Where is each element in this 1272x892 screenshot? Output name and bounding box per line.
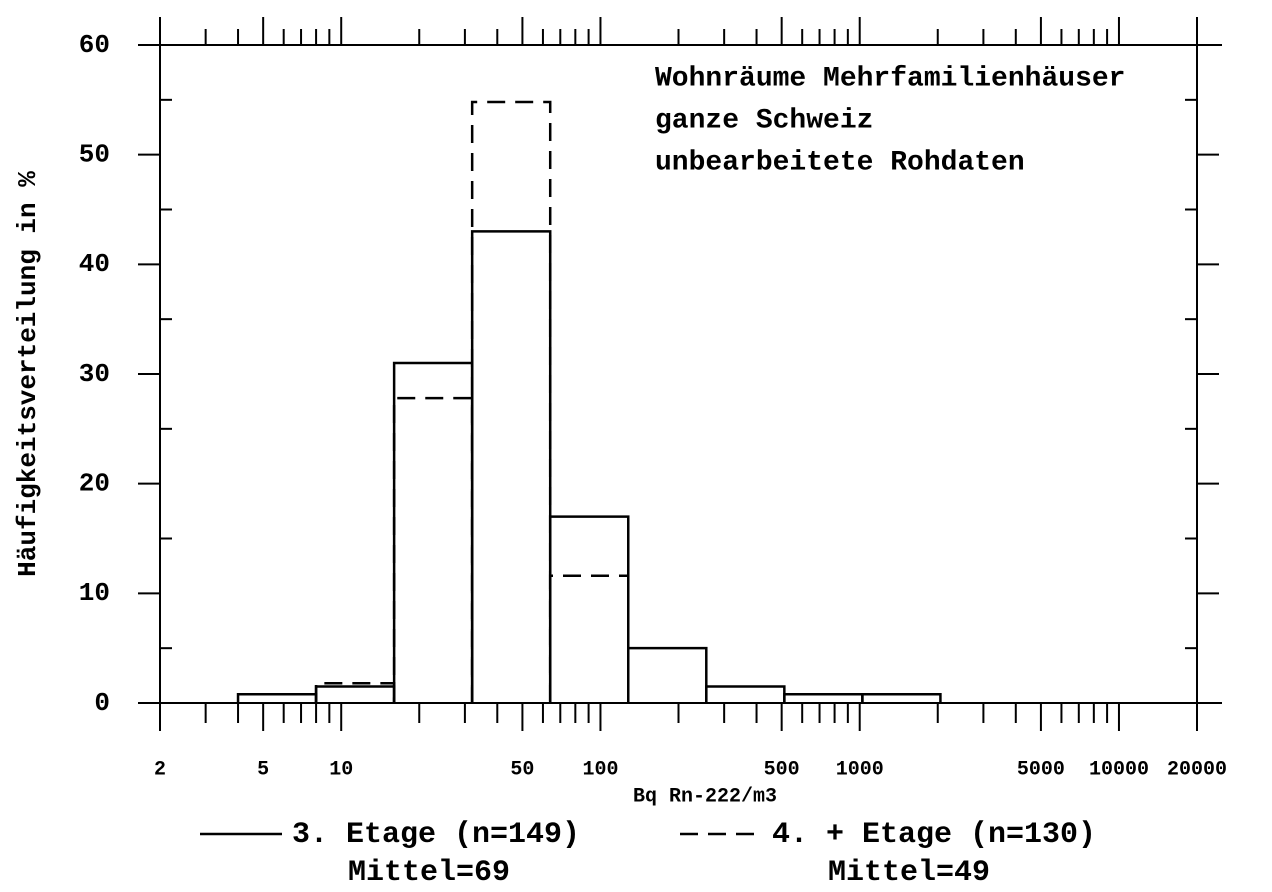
y-tick-label: 40 [79,249,110,279]
y-tick-label: 10 [79,578,110,608]
legend-sublabel: Mittel=69 [348,856,510,890]
annotation: ganze Schweiz [655,105,873,136]
x-tick-label: 5000 [1017,758,1065,781]
x-axis-label: Bq Rn-222/m3 [633,785,777,808]
histogram-bar [783,692,864,703]
x-tick-label: 2 [154,758,166,781]
histogram-bar [392,396,474,703]
x-tick-label: 500 [764,758,800,781]
histogram-bar [392,361,474,703]
histogram-bar [548,515,630,703]
x-tick-label: 1000 [836,758,884,781]
y-tick-label: 0 [94,688,110,718]
histogram-bar [314,682,396,703]
y-tick-label: 30 [79,359,110,389]
x-tick-label: 10000 [1089,758,1149,781]
histogram-bar [470,100,552,703]
legend-label: 3. Etage (n=149) [292,818,580,852]
histogram-bar [548,574,630,703]
x-tick-label: 50 [510,758,534,781]
y-tick-label: 60 [79,30,110,60]
y-tick-label: 50 [79,140,110,170]
x-tick-label: 20000 [1167,758,1227,781]
legend-label: 4. + Etage (n=130) [772,818,1096,852]
histogram-bar [627,646,708,703]
annotation: unbearbeitete Rohdaten [655,147,1025,178]
legend-sublabel: Mittel=49 [828,856,990,890]
x-tick-label: 10 [329,758,353,781]
histogram-bar [470,230,552,703]
x-tick-label: 5 [257,758,269,781]
y-tick-label: 20 [79,469,110,499]
histogram-bar [314,685,396,703]
x-tick-label: 100 [582,758,618,781]
y-axis-label: Häufigkeitsverteilung in % [13,171,43,577]
annotation: Wohnräume Mehrfamilienhäuser [655,63,1125,94]
histogram-bar [861,692,942,703]
histogram-bar [236,692,318,703]
histogram-bar [705,685,786,703]
